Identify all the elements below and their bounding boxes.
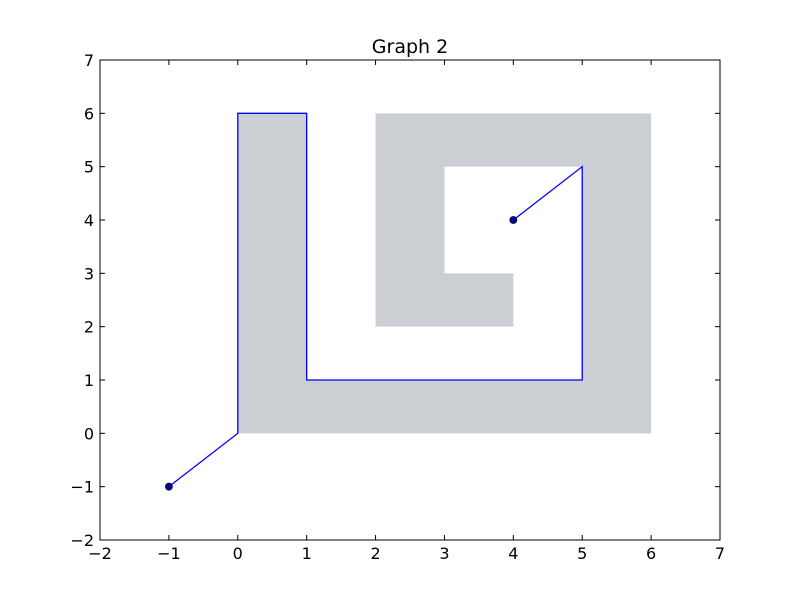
x-tick-label-2: 0 — [233, 544, 243, 563]
point-marker-0 — [164, 482, 173, 491]
y-tick-label-4: 2 — [84, 318, 94, 337]
ticks-layer — [99, 59, 721, 541]
obstacles-layer — [237, 113, 652, 434]
x-tick-label-1: −1 — [157, 544, 181, 563]
y-tick-label-3: 1 — [84, 371, 94, 390]
y-tick-label-7: 5 — [84, 158, 94, 177]
x-tick-label-5: 3 — [439, 544, 449, 563]
point-marker-1 — [509, 216, 518, 224]
labels-layer: −2 −1 0 1 2 3 4 5 6 7 −2 −1 0 1 2 3 4 5 6 7 — [70, 51, 725, 563]
series-line-0 — [168, 112, 583, 488]
x-tick-label-9: 7 — [715, 544, 725, 563]
markers-layer — [164, 216, 518, 491]
x-tick-label-6: 4 — [508, 544, 518, 563]
chart-title: Graph 2 — [372, 36, 448, 58]
x-tick-label-7: 5 — [577, 544, 587, 563]
y-tick-label-2: 0 — [84, 424, 94, 443]
x-tick-label-8: 6 — [646, 544, 656, 563]
y-tick-label-8: 6 — [84, 104, 94, 123]
obstacle-0 — [237, 113, 652, 434]
x-tick-label-0: −2 — [88, 544, 112, 563]
x-tick-label-3: 1 — [302, 544, 312, 563]
y-tick-label-6: 4 — [84, 211, 94, 230]
y-tick-label-5: 3 — [84, 264, 94, 283]
y-tick-label-1: −1 — [70, 478, 94, 497]
series-layer — [168, 112, 583, 488]
y-tick-label-9: 7 — [84, 51, 94, 70]
x-tick-label-4: 2 — [370, 544, 380, 563]
plot-frame — [99, 59, 721, 541]
y-tick-label-0: −2 — [70, 531, 94, 550]
